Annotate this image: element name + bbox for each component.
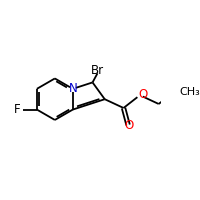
Text: O: O <box>124 119 134 132</box>
Text: CH₃: CH₃ <box>179 87 200 97</box>
Text: O: O <box>138 88 148 101</box>
Text: Br: Br <box>91 64 104 77</box>
Text: N: N <box>68 82 77 95</box>
Text: F: F <box>14 103 20 116</box>
